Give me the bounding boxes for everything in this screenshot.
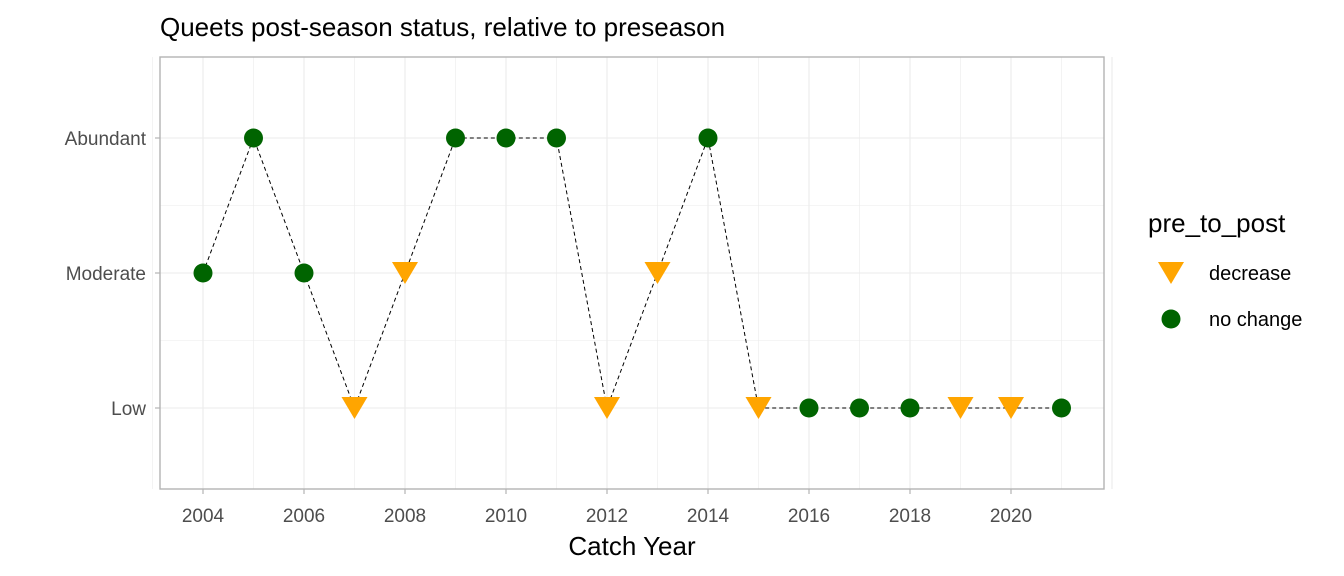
- legend: pre_to_post decrease no change: [1148, 208, 1302, 331]
- legend-label: decrease: [1209, 263, 1291, 285]
- data-point-no-change: [193, 263, 213, 283]
- data-point-decrease: [594, 397, 620, 419]
- y-axis-ticks: [155, 137, 160, 409]
- data-point-no-change: [1052, 398, 1071, 418]
- plot-area: 2004 2006 2008 2010 2012 2014 2016 2018 2020 Low…: [65, 56, 1113, 527]
- data-point-decrease: [341, 397, 368, 419]
- y-tick-label: Moderate: [66, 264, 146, 285]
- data-points: [193, 128, 1071, 419]
- data-point-no-change: [698, 128, 718, 148]
- data-point-decrease: [745, 397, 772, 419]
- legend-title: pre_to_post: [1148, 208, 1286, 238]
- x-tick-label: 2020: [990, 506, 1032, 527]
- x-tick-label: 2010: [485, 506, 527, 527]
- data-point-decrease: [392, 262, 418, 284]
- data-point-no-change: [496, 128, 516, 148]
- data-point-no-change: [294, 263, 314, 283]
- y-tick-label: Low: [111, 399, 146, 420]
- x-axis-ticks: [202, 489, 1012, 494]
- data-point-no-change: [547, 128, 566, 148]
- x-tick-label: 2012: [586, 506, 628, 527]
- data-point-decrease: [644, 262, 671, 284]
- x-tick-label: 2014: [687, 506, 730, 527]
- x-axis-tick-labels: 2004 2006 2008 2010 2012 2014 2016 2018 2020: [182, 506, 1032, 527]
- legend-label: no change: [1209, 309, 1302, 331]
- y-axis-tick-labels: Low Moderate Abundant: [65, 129, 147, 420]
- data-point-decrease: [998, 397, 1024, 419]
- data-point-no-change: [799, 398, 819, 418]
- legend-entries: decrease no change: [1158, 262, 1302, 331]
- data-point-decrease: [947, 397, 974, 419]
- x-tick-label: 2004: [182, 506, 225, 527]
- chart-title: Queets post-season status, relative to p…: [160, 12, 725, 42]
- x-tick-label: 2018: [889, 506, 931, 527]
- legend-key-decrease: [1158, 262, 1184, 284]
- data-point-no-change: [244, 128, 263, 148]
- data-point-no-change: [900, 398, 920, 418]
- data-point-no-change: [850, 398, 869, 418]
- x-tick-label: 2016: [788, 506, 830, 527]
- series-line: [202, 136, 1062, 410]
- y-tick-label: Abundant: [65, 129, 147, 150]
- x-axis-title: Catch Year: [568, 531, 696, 561]
- x-tick-label: 2008: [384, 506, 426, 527]
- data-point-no-change: [446, 128, 465, 148]
- legend-key-no-change: [1161, 309, 1181, 329]
- x-tick-label: 2006: [283, 506, 325, 527]
